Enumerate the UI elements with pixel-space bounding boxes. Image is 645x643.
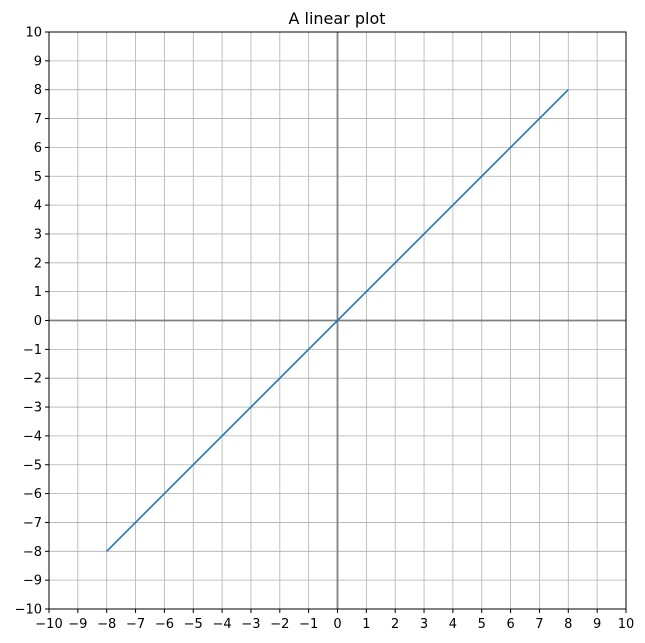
series-lines [106,89,569,552]
y-tick-label: 10 [25,26,42,41]
y-tick-label: 3 [34,227,42,242]
y-tick-label: 4 [34,199,42,214]
x-tick-label: 6 [506,617,514,632]
x-tick-label: 2 [391,617,399,632]
y-tick-label: 8 [34,83,42,98]
chart-title: A linear plot [288,9,385,28]
x-tick-label: −6 [155,617,174,632]
y-tick-label: −9 [23,574,42,589]
x-tick-label: 0 [333,617,341,632]
x-tick-label: 5 [478,617,486,632]
y-tick-label: 5 [34,170,42,185]
x-axis-ticks: −10 −9 −8 −7 −6 −5 −4 −3 −2 −1 0 1 2 3 4 5 6 7 8 9 10 [35,609,634,632]
y-tick-label: −8 [23,545,42,560]
x-tick-label: −9 [68,617,87,632]
x-tick-label: 3 [420,617,428,632]
y-tick-label: −5 [23,458,42,473]
y-tick-label: −4 [23,429,42,444]
y-tick-label: −3 [23,401,42,416]
x-tick-label: −4 [213,617,232,632]
y-tick-label: −7 [23,516,42,531]
series-line [106,89,569,552]
x-tick-label: 10 [618,617,635,632]
y-tick-label: −1 [23,343,42,358]
x-tick-label: 1 [362,617,370,632]
x-tick-label: −1 [299,617,318,632]
x-tick-label: −3 [241,617,260,632]
y-tick-label: −6 [23,487,42,502]
x-tick-label: −2 [270,617,289,632]
x-tick-label: 9 [593,617,601,632]
y-tick-label: 7 [34,112,42,127]
y-tick-label: 1 [34,285,42,300]
y-tick-label: 9 [34,54,42,69]
x-tick-label: −5 [184,617,203,632]
x-tick-label: 8 [564,617,572,632]
x-tick-label: 4 [449,617,457,632]
x-tick-label: −8 [97,617,116,632]
plot-area [48,31,627,610]
x-tick-label: 7 [535,617,543,632]
y-tick-label: −10 [15,603,42,618]
y-tick-label: 6 [34,141,42,156]
y-tick-label: 0 [34,314,42,329]
y-tick-label: −2 [23,372,42,387]
x-tick-label: −7 [126,617,145,632]
y-tick-label: 2 [34,256,42,271]
x-tick-label: −10 [35,617,62,632]
